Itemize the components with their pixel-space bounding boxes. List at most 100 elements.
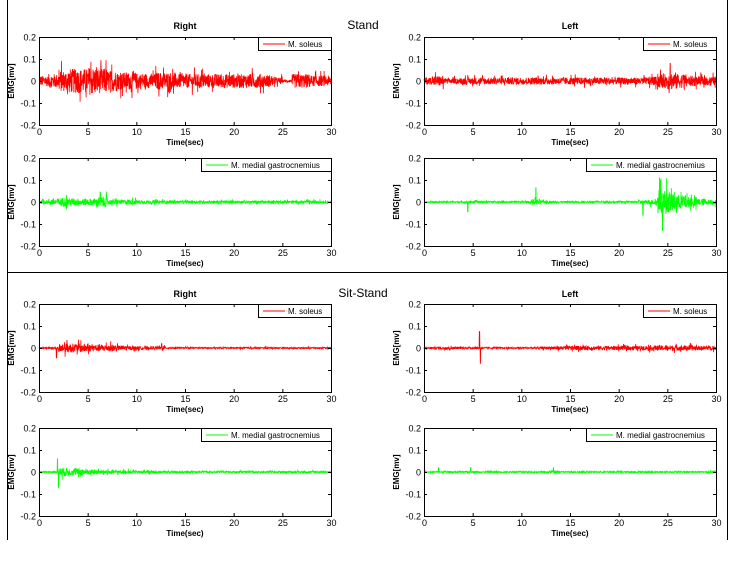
x-tick-label: 30 — [326, 127, 336, 137]
y-tick-label: 0.2 — [408, 300, 421, 310]
x-tick-label: 25 — [278, 394, 288, 404]
legend-box — [258, 304, 332, 318]
x-axis-label: Time(sec) — [166, 259, 204, 268]
x-axis-label: Time(sec) — [551, 405, 589, 414]
x-tick-label: 20 — [229, 518, 239, 528]
x-tick-label: 30 — [711, 394, 721, 404]
y-tick-label: 0 — [416, 77, 421, 87]
column-title: Left — [562, 289, 579, 299]
legend-label: M. medial gastrocnemius — [616, 431, 705, 440]
y-tick-label: -0.2 — [405, 388, 421, 398]
y-tick-label: 0 — [31, 344, 36, 354]
emg-signal-line — [38, 458, 332, 488]
legend: M. soleus — [258, 37, 332, 51]
y-tick-label: 0 — [31, 468, 36, 478]
legend-label: M. soleus — [288, 307, 322, 316]
x-tick-label: 20 — [614, 248, 624, 258]
subplot: 0 5 10 15 20 25 30 0.2 0.1 0 -0.1 -0.2 Time(sec) EMG[… — [7, 424, 337, 539]
x-tick-label: 25 — [278, 518, 288, 528]
subplot: 0 5 10 15 20 25 30 0.2 0.1 0 -0.1 -0.2 Time(sec) EMG[… — [7, 300, 337, 415]
column-title: Left — [562, 21, 579, 31]
x-tick-label: 15 — [180, 518, 190, 528]
y-tick-label: -0.1 — [405, 220, 421, 230]
x-tick-label: 0 — [37, 127, 42, 137]
legend-box — [201, 428, 332, 442]
section-title: Sit-Stand — [338, 286, 387, 300]
x-tick-label: 15 — [180, 394, 190, 404]
y-axis-label: EMG[mv] — [7, 63, 16, 98]
x-tick-label: 5 — [471, 394, 476, 404]
section-title: Stand — [347, 18, 378, 32]
subplot: 0 5 10 15 20 25 30 0.2 0.1 0 -0.1 -0.2 Time(sec) EMG[… — [7, 33, 337, 148]
legend: M. soleus — [258, 304, 332, 318]
x-tick-label: 30 — [326, 248, 336, 258]
y-tick-label: -0.1 — [20, 99, 36, 109]
legend-label: M. soleus — [673, 40, 707, 49]
x-tick-label: 25 — [663, 394, 673, 404]
y-tick-label: -0.1 — [20, 220, 36, 230]
y-tick-label: -0.2 — [405, 121, 421, 131]
legend-box — [586, 428, 717, 442]
y-axis-label: EMG[mv] — [7, 184, 16, 219]
x-tick-label: 20 — [614, 394, 624, 404]
legend-label: M. medial gastrocnemius — [616, 161, 705, 170]
x-tick-label: 25 — [663, 127, 673, 137]
y-tick-label: -0.2 — [20, 242, 36, 252]
x-tick-label: 10 — [517, 127, 527, 137]
y-tick-label: 0.1 — [23, 322, 36, 332]
x-axis-label: Time(sec) — [551, 529, 589, 538]
y-tick-label: -0.2 — [405, 512, 421, 522]
x-axis-label: Time(sec) — [166, 529, 204, 538]
subplot: 0 5 10 15 20 25 30 0.2 0.1 0 -0.1 -0.2 Time(sec) EMG[… — [392, 424, 722, 539]
x-tick-label: 20 — [229, 248, 239, 258]
x-tick-label: 10 — [132, 394, 142, 404]
x-tick-label: 30 — [326, 518, 336, 528]
legend: M. soleus — [643, 304, 717, 318]
y-tick-label: -0.2 — [405, 242, 421, 252]
y-tick-label: 0.2 — [408, 424, 421, 434]
y-axis-label: EMG[mv] — [7, 330, 16, 365]
y-axis-label: EMG[mv] — [7, 454, 16, 489]
y-axis-label: EMG[mv] — [392, 63, 401, 98]
y-tick-label: 0.1 — [408, 55, 421, 65]
y-tick-label: 0 — [31, 198, 36, 208]
y-axis-label: EMG[mv] — [392, 454, 401, 489]
x-axis-label: Time(sec) — [166, 405, 204, 414]
x-tick-label: 30 — [711, 127, 721, 137]
x-tick-label: 0 — [422, 394, 427, 404]
x-tick-label: 5 — [86, 248, 91, 258]
legend-label: M. medial gastrocnemius — [231, 161, 320, 170]
legend: M. soleus — [643, 37, 717, 51]
y-tick-label: 0.2 — [23, 424, 36, 434]
y-tick-label: 0.1 — [408, 176, 421, 186]
y-tick-label: 0.2 — [408, 154, 421, 164]
y-tick-label: 0 — [416, 344, 421, 354]
y-tick-label: -0.1 — [405, 99, 421, 109]
x-tick-label: 15 — [565, 518, 575, 528]
x-tick-label: 15 — [565, 248, 575, 258]
x-tick-label: 5 — [86, 127, 91, 137]
y-tick-label: 0.1 — [23, 446, 36, 456]
x-tick-label: 10 — [517, 248, 527, 258]
legend-label: M. soleus — [288, 40, 322, 49]
y-tick-label: 0 — [416, 198, 421, 208]
x-axis-label: Time(sec) — [166, 138, 204, 147]
x-tick-label: 0 — [422, 518, 427, 528]
x-tick-label: 20 — [229, 394, 239, 404]
y-axis-label: EMG[mv] — [392, 330, 401, 365]
y-tick-label: -0.1 — [20, 490, 36, 500]
y-axis-label: EMG[mv] — [392, 184, 401, 219]
x-tick-label: 5 — [471, 248, 476, 258]
x-tick-label: 10 — [132, 248, 142, 258]
legend: M. medial gastrocnemius — [201, 158, 332, 172]
emg-signal-line — [38, 191, 332, 210]
y-tick-label: -0.1 — [20, 366, 36, 376]
y-tick-label: -0.1 — [405, 490, 421, 500]
x-tick-label: 25 — [663, 248, 673, 258]
x-tick-label: 0 — [37, 248, 42, 258]
y-tick-label: 0 — [416, 468, 421, 478]
x-tick-label: 0 — [422, 127, 427, 137]
x-tick-label: 5 — [471, 127, 476, 137]
x-tick-label: 20 — [229, 127, 239, 137]
y-tick-label: -0.2 — [20, 121, 36, 131]
